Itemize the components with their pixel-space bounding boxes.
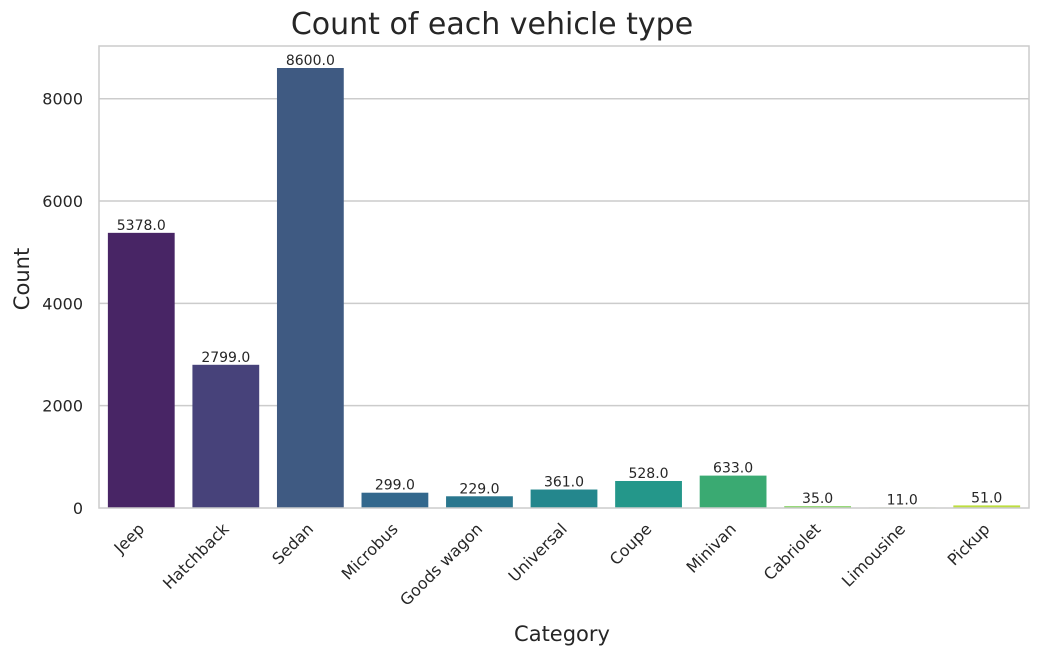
x-tick-label: Sedan: [268, 519, 317, 568]
data-labels: 5378.0 2799.0 8600.0 299.0 229.0 361.0 528.0 63…: [117, 53, 1003, 508]
bars: [107, 68, 1021, 509]
bar: [530, 489, 598, 508]
plot-frame: [98, 45, 1030, 509]
y-tick-label: 2000: [42, 397, 83, 416]
x-tick-label: Limousine: [838, 519, 909, 590]
bar: [699, 475, 767, 508]
y-tick-label: 4000: [42, 294, 83, 313]
bar: [615, 480, 682, 508]
bar: [107, 232, 175, 509]
bar: [784, 506, 852, 508]
bar-value-label: 528.0: [628, 466, 668, 482]
bar-value-label: 35.0: [802, 491, 833, 507]
bar-value-label: 5378.0: [117, 218, 166, 234]
bar: [446, 496, 513, 508]
y-tick-label: 8000: [42, 90, 83, 109]
y-tick-label: 6000: [42, 192, 83, 211]
bar-value-label: 2799.0: [201, 350, 250, 366]
bar-value-label: 299.0: [375, 478, 415, 494]
bar-value-label: 633.0: [713, 461, 753, 477]
bar-value-label: 11.0: [887, 492, 918, 508]
x-tick-label: Microbus: [338, 519, 402, 583]
bar: [361, 492, 429, 508]
y-tick-label: 0: [73, 499, 83, 518]
x-tick-label: Hatchback: [159, 519, 233, 593]
bar-value-label: 229.0: [459, 481, 499, 497]
x-tick-label: Cabriolet: [760, 519, 825, 584]
bar-value-label: 8600.0: [286, 53, 335, 69]
gridlines: [99, 97, 1029, 407]
x-tick-label: Universal: [505, 519, 571, 585]
bar-value-label: 51.0: [971, 490, 1002, 506]
y-tick-labels: 0 2000 4000 6000 8000: [42, 90, 83, 518]
x-tick-label: Coupe: [606, 519, 656, 569]
bar: [276, 68, 344, 508]
x-tick-label: Minivan: [682, 519, 739, 576]
bar-value-label: 361.0: [544, 475, 584, 491]
y-axis-label: Count: [10, 248, 34, 310]
bar: [192, 364, 260, 508]
x-tick-label: Goods wagon: [396, 519, 486, 609]
x-axis-label: Category: [514, 622, 610, 646]
bar: [953, 505, 1021, 508]
chart-title: Count of each vehicle type: [291, 7, 693, 42]
x-tick-label: Pickup: [944, 519, 994, 569]
x-tick-label: Jeep: [110, 519, 149, 558]
